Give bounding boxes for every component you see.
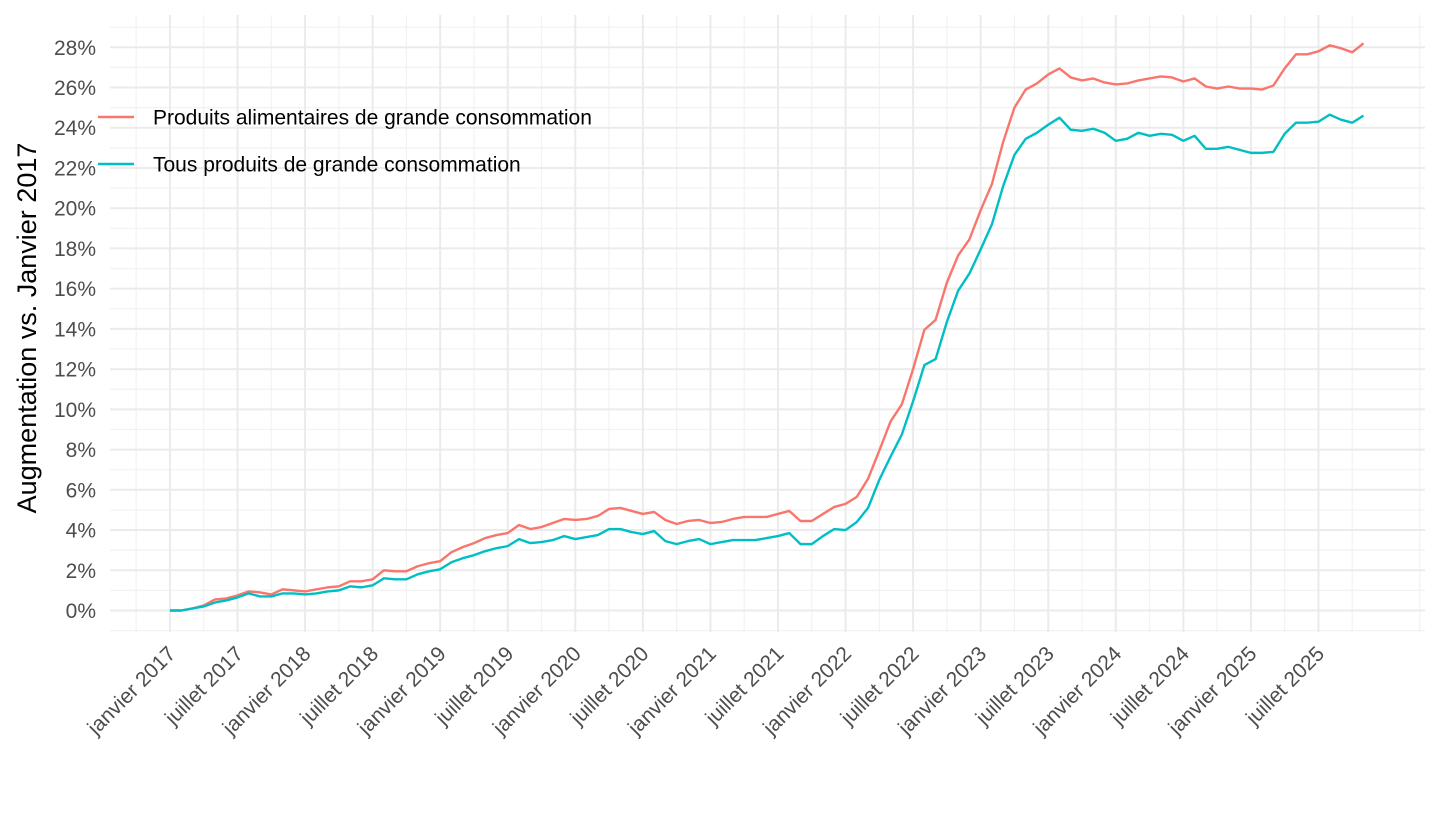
grid-major <box>110 15 1425 632</box>
y-tick-label: 8% <box>66 439 96 462</box>
y-tick-label: 24% <box>54 117 96 140</box>
legend-label-2: Tous produits de grande consommation <box>153 154 521 177</box>
y-tick-label: 0% <box>66 600 96 623</box>
legend: Produits alimentaires de grande consomma… <box>98 107 592 177</box>
y-tick-label: 18% <box>54 238 96 261</box>
y-tick-label: 22% <box>54 157 96 180</box>
series-layer <box>169 42 1365 612</box>
y-tick-label: 16% <box>54 278 96 301</box>
series-line-2 <box>169 113 1365 612</box>
y-axis-ticks: 0% 2% 4% 6% 8% 10% 12% 14% 16% 18% 20% 22% 24% 26% 28% <box>54 37 96 623</box>
y-axis-title: Augmentation vs. Janvier 2017 <box>12 143 42 514</box>
y-tick-label: 10% <box>54 399 96 422</box>
y-tick-label: 20% <box>54 198 96 221</box>
y-tick-label: 12% <box>54 359 96 382</box>
y-tick-label: 14% <box>54 318 96 341</box>
y-tick-label: 26% <box>54 77 96 100</box>
series-line-1 <box>169 42 1365 612</box>
y-tick-label: 4% <box>66 520 96 543</box>
legend-label-1: Produits alimentaires de grande consomma… <box>153 107 592 130</box>
x-tick-label: janvier 2017 <box>83 642 181 740</box>
y-tick-label: 28% <box>54 37 96 60</box>
y-tick-label: 6% <box>66 479 96 502</box>
y-tick-label: 2% <box>66 560 96 583</box>
